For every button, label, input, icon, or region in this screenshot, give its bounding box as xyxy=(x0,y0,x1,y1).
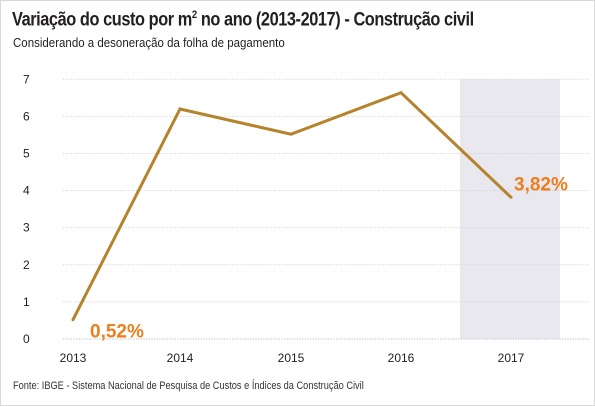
y-tick-label-1: 1 xyxy=(23,295,30,309)
data-point-2013 xyxy=(71,318,75,322)
title-superscript: 2 xyxy=(191,9,197,21)
x-tick-label-2013: 2013 xyxy=(60,351,87,365)
x-tick-label-2016: 2016 xyxy=(388,351,415,365)
x-tick-label-2017: 2017 xyxy=(498,351,525,365)
y-tick-label-2: 2 xyxy=(23,258,30,272)
y-tick-label-3: 3 xyxy=(23,221,30,235)
data-point-2014 xyxy=(178,107,182,111)
y-tick-label-6: 6 xyxy=(23,109,30,123)
data-label-2017: 3,82% xyxy=(514,174,568,195)
y-tick-label-4: 4 xyxy=(23,184,30,198)
data-point-2017 xyxy=(509,195,513,199)
chart-source: Fonte: IBGE - Sistema Nacional de Pesqui… xyxy=(13,380,364,392)
data-label-2013: 0,52% xyxy=(90,322,144,343)
data-point-2015 xyxy=(289,132,293,136)
highlight-band-2017 xyxy=(460,79,560,340)
data-point-2016 xyxy=(399,91,403,95)
x-tick-label-2014: 2014 xyxy=(167,351,194,365)
y-tick-label-0: 0 xyxy=(23,332,30,346)
chart-subtitle: Considerando a desoneração da folha de p… xyxy=(13,36,285,50)
y-tick-label-5: 5 xyxy=(23,147,30,161)
chart-title: Variação do custo por m2 no ano (2013-20… xyxy=(12,9,474,31)
series-line-0 xyxy=(71,90,513,321)
x-tick-label-2015: 2015 xyxy=(278,351,305,365)
y-tick-label-7: 7 xyxy=(23,72,30,86)
